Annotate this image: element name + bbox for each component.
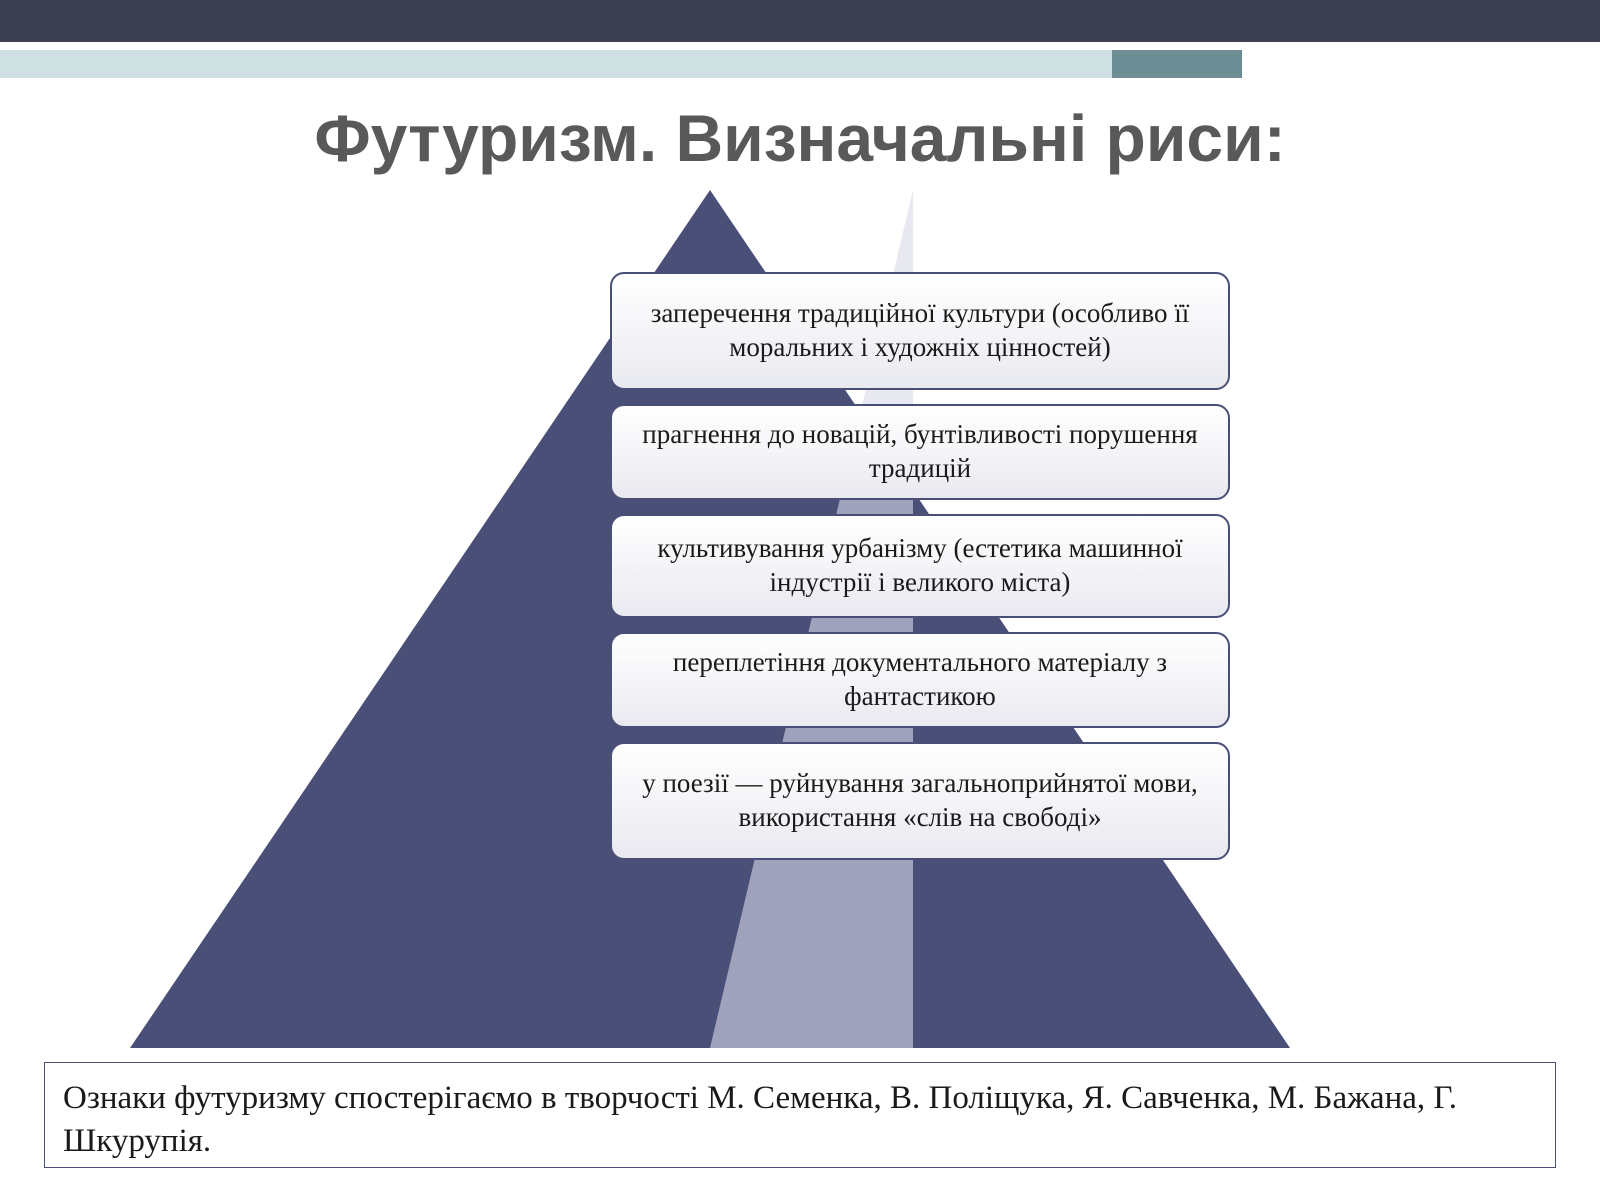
feature-item: заперечення традиційної культури (особли…	[610, 272, 1230, 390]
feature-item: переплетіння документального матеріалу з…	[610, 632, 1230, 728]
feature-item: у поезії — руйнування загальноприйнятої …	[610, 742, 1230, 860]
accent-strip-light	[0, 50, 1112, 78]
accent-strip-dark	[1112, 50, 1242, 78]
feature-item: прагнення до новацій, бунтівливості пору…	[610, 404, 1230, 500]
slide-title: Футуризм. Визначальні риси:	[0, 100, 1600, 176]
footer-note: Ознаки футуризму спостерігаємо в творчос…	[44, 1062, 1556, 1168]
feature-item: культивування урбанізму (естетика машинн…	[610, 514, 1230, 618]
header-bar	[0, 0, 1600, 42]
